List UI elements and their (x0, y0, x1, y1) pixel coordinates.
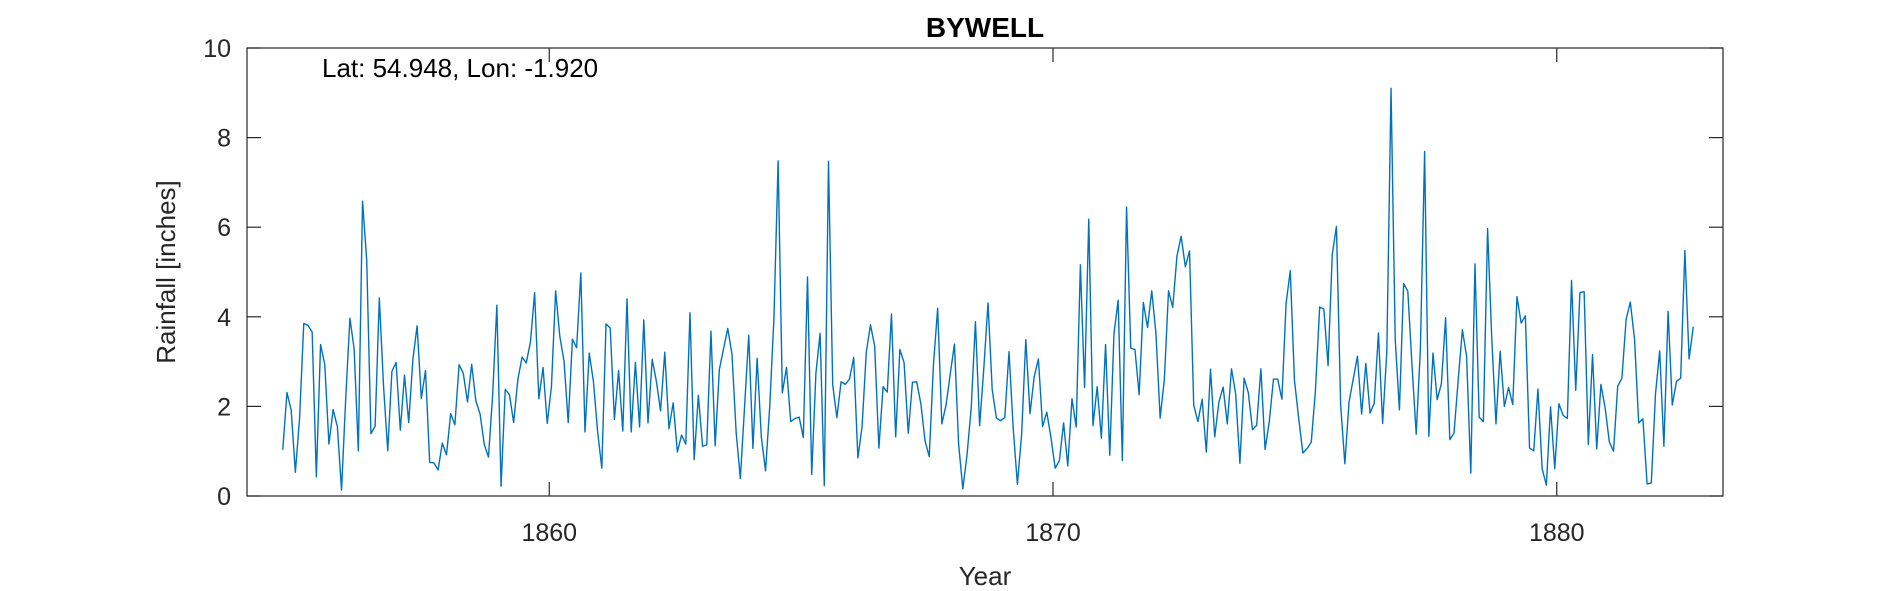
y-axis-label: Rainfall [inches] (151, 180, 181, 364)
x-tick-label: 1880 (1529, 519, 1585, 547)
axis-tick-labels: 0 2 4 6 8 10 1860 1870 1880 (203, 35, 1584, 547)
rainfall-series-line (282, 87, 1694, 491)
x-axis-label: Year (959, 561, 1012, 591)
location-annotation: Lat: 54.948, Lon: -1.920 (322, 53, 598, 83)
y-tick-label: 10 (203, 35, 231, 63)
y-tick-label: 4 (217, 304, 231, 332)
chart-title: BYWELL (926, 12, 1044, 43)
y-tick-label: 8 (217, 125, 231, 153)
y-tick-label: 6 (217, 214, 231, 242)
x-tick-label: 1870 (1025, 519, 1081, 547)
y-tick-label: 0 (217, 483, 231, 511)
plot-area-background (247, 48, 1723, 496)
y-tick-label: 2 (217, 393, 231, 421)
x-tick-label: 1860 (521, 519, 577, 547)
plot-area-frame (246, 47, 1724, 497)
